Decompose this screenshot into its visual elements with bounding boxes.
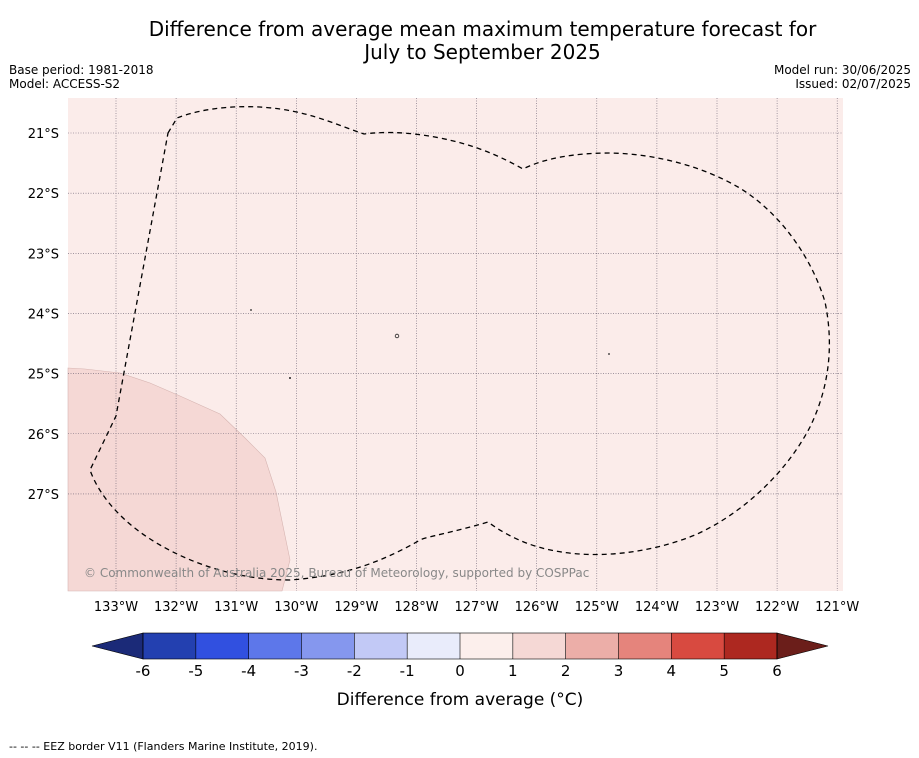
colorbar-bin bbox=[143, 633, 197, 659]
longitude-labels: 133°W 132°W 131°W 130°W 129°W 128°W 127°W 126°W… bbox=[94, 600, 860, 615]
model-run: Model run: 30/06/2025 bbox=[773, 63, 911, 77]
longitude-label: 124°W bbox=[635, 600, 679, 615]
title-line-2: July to September 2025 bbox=[364, 40, 601, 64]
colorbar-tick-label: -3 bbox=[294, 662, 309, 680]
colorbar-bin bbox=[354, 633, 408, 659]
longitude-label: 127°W bbox=[455, 600, 499, 615]
latitude-label: 25°S bbox=[28, 368, 59, 383]
colorbar-bin bbox=[301, 633, 355, 659]
colorbar-under-arrow bbox=[91, 632, 144, 660]
graticule bbox=[68, 98, 843, 591]
colorbar-tick-label: 3 bbox=[614, 662, 624, 680]
colorbar-bin bbox=[195, 633, 250, 659]
colorbar: -6 -5 -4 -3 -2 -1 0 1 2 3 4 5 6 Difference from aver… bbox=[91, 632, 829, 710]
latitude-label: 24°S bbox=[28, 307, 59, 322]
map-panel: © Commonwealth of Australia 2025, Bureau… bbox=[67, 98, 843, 592]
colorbar-bin bbox=[407, 633, 461, 659]
longitude-label: 133°W bbox=[94, 600, 138, 615]
island-marker bbox=[289, 377, 291, 379]
longitude-label: 122°W bbox=[755, 600, 799, 615]
longitude-label: 128°W bbox=[394, 600, 438, 615]
meta-left: Base period: 1981-2018 Model: ACCESS-S2 bbox=[9, 63, 154, 91]
colorbar-bins bbox=[143, 633, 778, 659]
colorbar-tick-label: -2 bbox=[347, 662, 362, 680]
colorbar-tick-label: -5 bbox=[188, 662, 203, 680]
colorbar-bin bbox=[460, 633, 514, 659]
small-island-markers bbox=[250, 309, 610, 379]
colorbar-tick-label: 2 bbox=[561, 662, 571, 680]
colorbar-over-arrow bbox=[776, 632, 829, 660]
chart-title: Difference from average mean maximum tem… bbox=[0, 18, 919, 64]
longitude-label: 126°W bbox=[515, 600, 559, 615]
colorbar-tick-label: -1 bbox=[400, 662, 415, 680]
colorbar-label: Difference from average (°C) bbox=[337, 690, 584, 710]
island-marker bbox=[250, 309, 252, 311]
longitude-label: 121°W bbox=[815, 600, 859, 615]
longitude-label: 123°W bbox=[695, 600, 739, 615]
colorbar-bin bbox=[512, 633, 567, 659]
base-period: Base period: 1981-2018 bbox=[9, 63, 154, 77]
colorbar-tick-label: 4 bbox=[667, 662, 677, 680]
colorbar-tick-label: 0 bbox=[455, 662, 465, 680]
latitude-label: 22°S bbox=[28, 187, 59, 202]
colorbar-bin bbox=[248, 633, 302, 659]
latitude-label: 26°S bbox=[28, 428, 59, 443]
latitude-label: 23°S bbox=[28, 247, 59, 262]
colorbar-bin bbox=[565, 633, 619, 659]
colorbar-tick-label: -6 bbox=[136, 662, 151, 680]
copyright-notice: © Commonwealth of Australia 2025, Bureau… bbox=[84, 566, 589, 580]
longitude-label: 132°W bbox=[154, 600, 198, 615]
island-marker bbox=[608, 353, 610, 355]
colorbar-tick-label: -4 bbox=[241, 662, 256, 680]
eez-legend-note: -- -- -- EEZ border V11 (Flanders Marine… bbox=[9, 740, 318, 753]
issued-date: Issued: 02/07/2025 bbox=[795, 77, 911, 91]
colorbar-bin bbox=[724, 633, 778, 659]
colorbar-bin bbox=[671, 633, 725, 659]
island-marker bbox=[394, 333, 400, 339]
colorbar-bin bbox=[618, 633, 672, 659]
longitude-label: 131°W bbox=[214, 600, 258, 615]
meta-right: Model run: 30/06/2025 Issued: 02/07/2025 bbox=[774, 63, 911, 91]
longitude-label: 125°W bbox=[575, 600, 619, 615]
colorbar-tick-label: 1 bbox=[508, 662, 518, 680]
model-name: Model: ACCESS-S2 bbox=[9, 77, 121, 91]
latitude-label: 21°S bbox=[28, 127, 59, 142]
latitude-label: 27°S bbox=[28, 488, 59, 503]
longitude-label: 129°W bbox=[334, 600, 378, 615]
title-line-1: Difference from average mean maximum tem… bbox=[148, 17, 817, 41]
colorbar-tick-label: 6 bbox=[772, 662, 782, 680]
longitude-label: 130°W bbox=[274, 600, 318, 615]
eez-border bbox=[89, 106, 830, 581]
anomaly-patch bbox=[67, 367, 291, 592]
latitude-labels: 21°S 22°S 23°S 24°S 25°S 26°S 27°S bbox=[28, 127, 59, 503]
colorbar-tick-label: 5 bbox=[719, 662, 729, 680]
colorbar-ticks: -6 -5 -4 -3 -2 -1 0 1 2 3 4 5 6 bbox=[136, 633, 782, 680]
